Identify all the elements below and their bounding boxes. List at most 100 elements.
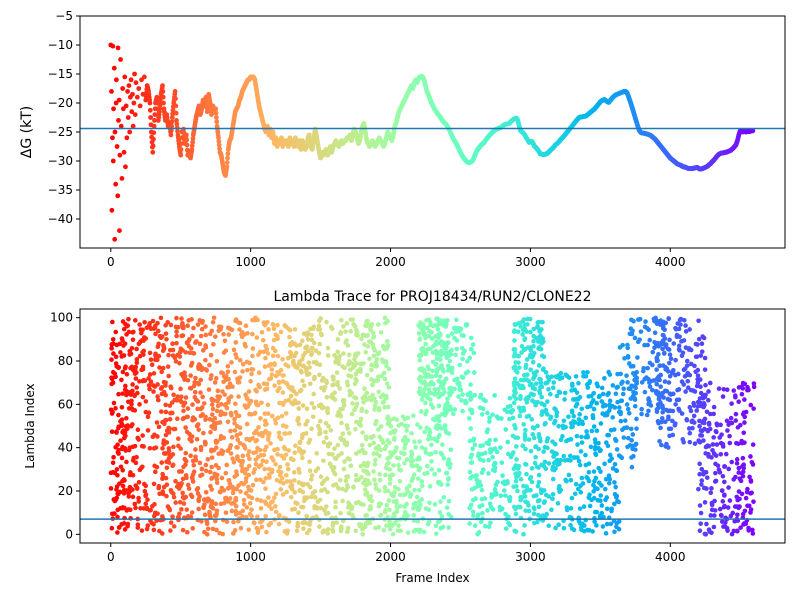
data-point bbox=[643, 319, 648, 324]
data-point bbox=[232, 527, 238, 533]
data-point bbox=[457, 362, 463, 368]
data-point bbox=[436, 413, 442, 419]
data-point bbox=[352, 395, 357, 400]
data-point bbox=[727, 433, 732, 439]
data-point bbox=[613, 484, 619, 490]
data-point bbox=[330, 452, 335, 457]
data-point bbox=[713, 428, 719, 434]
data-point bbox=[268, 520, 274, 526]
data-point bbox=[530, 359, 536, 365]
data-point bbox=[237, 327, 242, 332]
data-point bbox=[563, 372, 568, 378]
data-point bbox=[386, 460, 391, 466]
data-point bbox=[376, 427, 381, 432]
data-point bbox=[163, 402, 168, 408]
data-point bbox=[444, 430, 449, 435]
data-point bbox=[749, 490, 754, 496]
data-point bbox=[586, 469, 592, 475]
data-point bbox=[439, 514, 445, 519]
data-point bbox=[172, 89, 178, 94]
data-point bbox=[168, 528, 173, 533]
data-point bbox=[146, 323, 152, 329]
data-point bbox=[514, 457, 519, 462]
data-point bbox=[371, 440, 377, 446]
data-point bbox=[133, 376, 139, 381]
data-point bbox=[534, 381, 539, 386]
data-point bbox=[446, 390, 452, 396]
data-point bbox=[183, 473, 189, 478]
data-point bbox=[740, 455, 746, 461]
data-point bbox=[123, 383, 128, 389]
data-point bbox=[543, 409, 548, 415]
data-point bbox=[385, 338, 390, 344]
data-point bbox=[112, 236, 118, 242]
data-point bbox=[135, 390, 140, 396]
data-point bbox=[609, 506, 615, 512]
data-point bbox=[300, 489, 306, 495]
data-point bbox=[620, 379, 625, 385]
data-point bbox=[219, 475, 225, 481]
data-point bbox=[208, 429, 213, 435]
data-point bbox=[198, 413, 204, 419]
data-point bbox=[579, 406, 585, 412]
data-point bbox=[115, 45, 121, 51]
data-point bbox=[551, 420, 557, 426]
data-point bbox=[180, 527, 186, 533]
data-point bbox=[376, 389, 382, 394]
data-point bbox=[180, 494, 186, 500]
data-point bbox=[591, 469, 597, 474]
data-point bbox=[128, 77, 134, 83]
data-point bbox=[427, 500, 432, 506]
data-point bbox=[629, 464, 635, 470]
data-point bbox=[248, 488, 254, 493]
data-point bbox=[542, 499, 547, 504]
data-point bbox=[511, 400, 517, 406]
data-point bbox=[650, 349, 656, 355]
data-point bbox=[331, 483, 336, 488]
data-point bbox=[436, 403, 442, 409]
data-point bbox=[659, 442, 664, 448]
data-point bbox=[614, 385, 620, 390]
data-point bbox=[584, 433, 590, 438]
data-point bbox=[126, 406, 132, 411]
data-point bbox=[417, 487, 422, 493]
data-point bbox=[278, 487, 284, 492]
data-point bbox=[209, 373, 214, 378]
data-point bbox=[132, 501, 138, 507]
data-point bbox=[300, 338, 305, 344]
data-point bbox=[265, 431, 271, 437]
data-point bbox=[226, 332, 232, 337]
data-point bbox=[693, 369, 698, 375]
data-point bbox=[432, 471, 437, 477]
data-point bbox=[137, 322, 142, 327]
data-point bbox=[309, 350, 315, 356]
data-point bbox=[452, 386, 457, 392]
data-point bbox=[307, 437, 313, 443]
data-point bbox=[389, 472, 395, 477]
data-point bbox=[109, 357, 114, 362]
data-point bbox=[273, 491, 279, 497]
data-point bbox=[386, 366, 392, 372]
data-point bbox=[423, 400, 428, 406]
data-point bbox=[567, 453, 573, 459]
data-point bbox=[190, 472, 196, 477]
data-point bbox=[243, 490, 249, 496]
data-point bbox=[270, 345, 276, 351]
data-point bbox=[135, 427, 141, 433]
data-point bbox=[468, 502, 474, 508]
data-point bbox=[528, 367, 533, 372]
data-point bbox=[359, 408, 364, 414]
data-point bbox=[156, 424, 162, 430]
data-point bbox=[478, 392, 484, 398]
data-point bbox=[214, 359, 220, 364]
data-point bbox=[130, 337, 136, 343]
data-point bbox=[209, 487, 214, 492]
data-point bbox=[234, 413, 240, 419]
data-point bbox=[262, 322, 268, 328]
data-point bbox=[697, 377, 703, 382]
data-point bbox=[727, 498, 733, 503]
data-point bbox=[748, 479, 754, 484]
data-point bbox=[147, 100, 153, 106]
data-point bbox=[113, 181, 119, 187]
data-point bbox=[552, 441, 558, 447]
